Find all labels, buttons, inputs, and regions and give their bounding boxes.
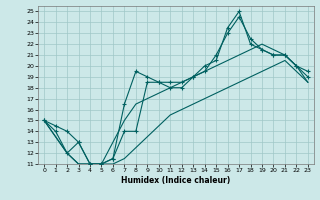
- X-axis label: Humidex (Indice chaleur): Humidex (Indice chaleur): [121, 176, 231, 185]
